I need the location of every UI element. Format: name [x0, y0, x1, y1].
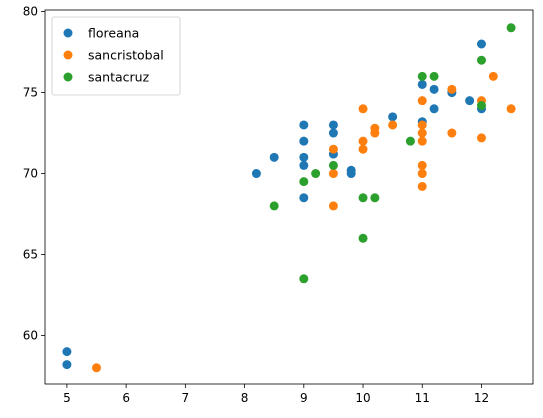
scatter-point-floreana-7 [299, 160, 309, 170]
scatter-point-sancristobal-1 [328, 144, 338, 154]
scatter-point-sancristobal-9 [388, 120, 398, 130]
scatter-point-floreana-3 [269, 152, 279, 162]
scatter-point-santacruz-5 [358, 193, 368, 203]
scatter-point-santacruz-11 [476, 55, 486, 65]
scatter-point-sancristobal-13 [417, 136, 427, 146]
legend-marker-floreana [63, 28, 73, 38]
x-tick-label: 7 [182, 391, 190, 405]
x-axis: 5 6 7 8 9 10 11 12 [63, 384, 489, 405]
scatter-point-floreana-21 [476, 39, 486, 49]
scatter-point-sancristobal-8 [370, 128, 380, 138]
scatter-point-floreana-5 [299, 136, 309, 146]
scatter-point-sancristobal-5 [358, 136, 368, 146]
legend-marker-sancristobal [63, 50, 73, 60]
scatter-point-santacruz-2 [299, 274, 309, 284]
scatter-point-floreana-9 [328, 120, 338, 130]
scatter-point-santacruz-10 [429, 71, 439, 81]
scatter-point-sancristobal-0 [92, 363, 102, 373]
scatter-point-sancristobal-14 [417, 160, 427, 170]
scatter-point-sancristobal-3 [328, 201, 338, 211]
scatter-point-sancristobal-11 [417, 120, 427, 130]
scatter-point-santacruz-8 [405, 136, 415, 146]
legend-marker-santacruz [63, 72, 73, 82]
y-tick-label: 65 [23, 247, 38, 261]
scatter-point-sancristobal-10 [417, 96, 427, 106]
y-tick-label: 80 [23, 5, 38, 19]
scatter-point-floreana-0 [62, 347, 72, 357]
scatter-point-sancristobal-12 [417, 128, 427, 138]
x-tick-label: 8 [241, 391, 249, 405]
scatter-point-sancristobal-20 [476, 133, 486, 143]
scatter-point-floreana-13 [346, 169, 356, 179]
legend-label-floreana: floreana [88, 26, 139, 41]
scatter-point-floreana-2 [251, 169, 261, 179]
x-tick-label: 6 [122, 391, 130, 405]
points-layer [62, 23, 516, 373]
scatter-point-santacruz-9 [417, 71, 427, 81]
scatter-point-floreana-6 [299, 152, 309, 162]
scatter-point-sancristobal-16 [417, 181, 427, 191]
scatter-point-floreana-8 [299, 193, 309, 203]
scatter-point-santacruz-4 [328, 160, 338, 170]
scatter-point-sancristobal-15 [417, 169, 427, 179]
scatter-point-floreana-14 [388, 112, 398, 122]
scatter-point-sancristobal-21 [488, 71, 498, 81]
scatter-point-floreana-20 [465, 96, 475, 106]
scatter-point-sancristobal-17 [447, 84, 457, 94]
scatter-point-floreana-10 [328, 128, 338, 138]
scatter-point-sancristobal-2 [328, 169, 338, 179]
scatter-point-santacruz-3 [311, 169, 321, 179]
scatter-point-floreana-17 [429, 84, 439, 94]
scatter-point-santacruz-6 [358, 233, 368, 243]
scatter-point-santacruz-12 [476, 101, 486, 111]
scatter-point-santacruz-0 [269, 201, 279, 211]
x-tick-label: 11 [415, 391, 430, 405]
scatter-point-santacruz-13 [506, 23, 516, 33]
scatter-point-floreana-18 [429, 104, 439, 114]
scatter-point-santacruz-1 [299, 177, 309, 187]
scatter-point-sancristobal-22 [506, 104, 516, 114]
y-axis: 60 65 70 75 80 [23, 5, 45, 342]
x-tick-label: 10 [355, 391, 370, 405]
scatter-point-sancristobal-18 [447, 128, 457, 138]
plot-frame [44, 9, 534, 385]
legend-label-santacruz: santacruz [88, 70, 150, 85]
legend-box [51, 16, 181, 96]
scatter-point-floreana-4 [299, 120, 309, 130]
x-tick-label: 12 [474, 391, 489, 405]
legend: floreana sancristobal santacruz [51, 16, 181, 96]
scatter-point-floreana-1 [62, 360, 72, 370]
x-tick-label: 5 [63, 391, 71, 405]
legend-label-sancristobal: sancristobal [88, 48, 164, 63]
x-tick-label: 9 [300, 391, 308, 405]
scatter-point-floreana-15 [417, 79, 427, 89]
scatter-point-sancristobal-6 [358, 144, 368, 154]
scatter-point-sancristobal-4 [358, 104, 368, 114]
y-tick-label: 75 [23, 86, 38, 100]
y-tick-label: 70 [23, 167, 38, 181]
scatter-point-santacruz-7 [370, 193, 380, 203]
y-tick-label: 60 [23, 328, 38, 342]
